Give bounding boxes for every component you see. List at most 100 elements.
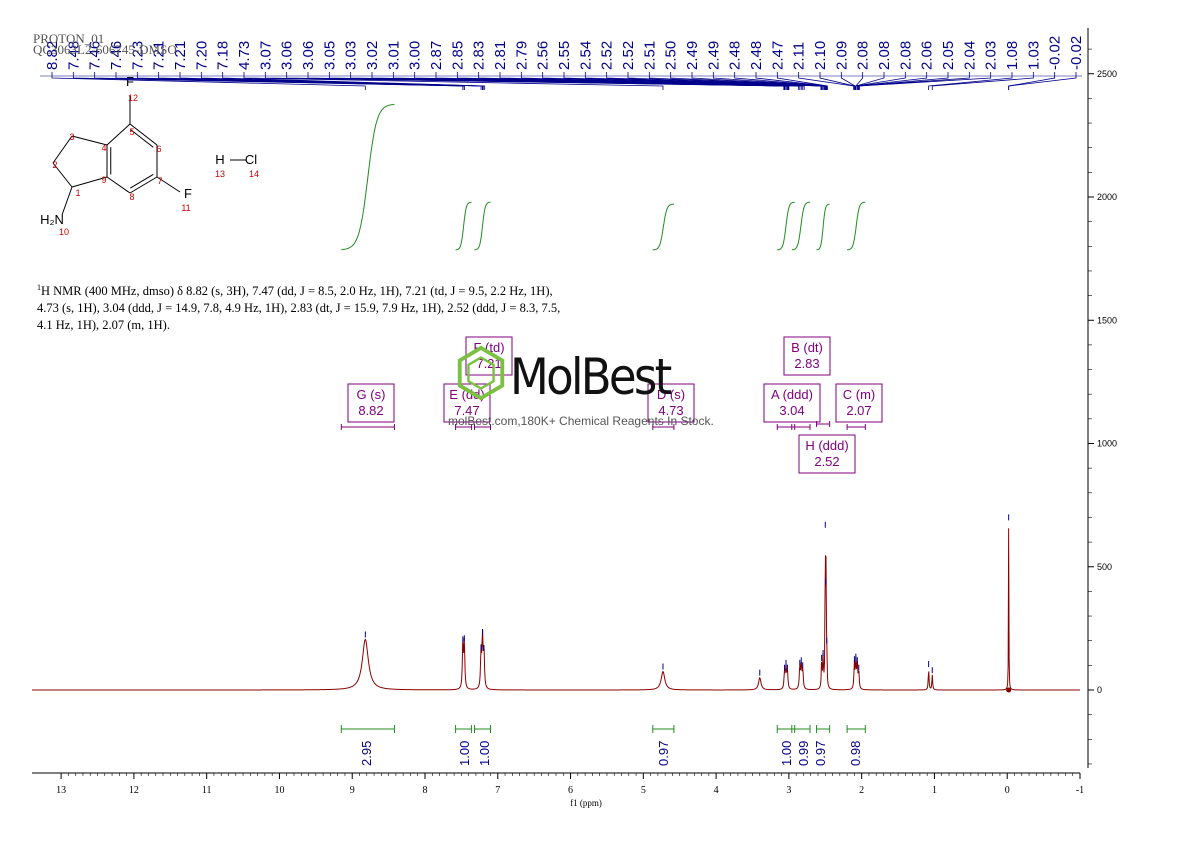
multiplet-label: B (dt) [791,340,823,355]
y-tick-label: 500 [1097,562,1112,572]
peak-label: 4.73 [236,41,253,70]
multiplet-shift: 7.47 [454,403,479,418]
ring-number: 9 [101,175,106,185]
peak-label-leader [859,72,992,90]
spectrum-trace [32,514,1080,693]
peak-label: 2.49 [684,41,701,70]
multiplet-shift: 2.52 [814,454,839,469]
bond [52,162,73,188]
peak-label-leader [627,72,825,90]
peak-label-leader [840,72,856,90]
y-tick-label: 1500 [1097,315,1117,325]
peak-label-leader [819,72,855,90]
ring-number: 5 [129,127,134,137]
watermark-logo: MolBest [510,348,672,406]
peak-label: -0.02 [1068,36,1085,70]
bond [71,176,108,188]
atom-number: 11 [181,203,190,213]
multiplet-shift: 3.04 [779,403,804,418]
multiplet-box [763,383,821,423]
peak-label: 7.18 [215,41,232,70]
x-tick-label: 6 [568,785,573,796]
integral-value: 1.00 [779,741,794,766]
x-tick-label: 3 [786,785,791,796]
peak-label: 3.05 [321,41,338,70]
peak-label: 2.08 [876,41,893,70]
peak-label: 7.23 [129,41,146,70]
peak-label: 2.49 [705,41,722,70]
x-tick-label: 11 [202,785,212,796]
ring-number: 7 [157,176,162,186]
x-tick-label: 1 [932,785,937,796]
peak-label: 2.56 [535,41,552,70]
peak-label-leader [51,72,366,90]
double-bond [129,129,154,148]
double-bond [130,174,154,189]
peak-label: 2.52 [620,41,637,70]
integral-value: 1.00 [477,741,492,766]
integral-value: 0.97 [813,741,828,766]
peak-label: 2.79 [513,41,530,70]
peak-label: 3.06 [300,41,317,70]
peak-label: 2.11 [791,42,808,70]
peak-label-leader [115,72,465,90]
atom-number: 10 [59,227,69,237]
peak-label: 2.48 [727,41,744,70]
x-tick-label: 5 [641,785,646,796]
x-tick-label: 2 [859,785,864,796]
atom-number: 13 [215,169,225,179]
peak-label-leader [520,72,805,90]
watermark-tagline: molBest.com,180K+ Chemical Reagents In S… [448,414,714,428]
peak-label: 2.04 [961,41,978,70]
peak-label-leader [648,72,825,90]
peak-label-leader [712,72,827,90]
integral-curve [474,201,491,251]
peak-label: 2.47 [769,41,786,70]
peak-label: 3.03 [343,41,360,70]
multiplet-shift: 4.73 [658,403,683,418]
x-tick-label: 9 [350,785,355,796]
atom-label: Cl [245,152,257,167]
watermark-hexagon-icon [457,345,505,401]
sample-id-line2: QC3063L2-606745-DMSO [33,42,177,57]
peak-label: 2.05 [940,41,957,70]
peak-label-leader [670,72,826,90]
ring-number: 8 [129,192,134,202]
x-tick-label: 10 [274,785,284,796]
multiplet-label: A (ddd) [771,387,813,402]
integral-curve [455,201,472,251]
x-tick-label: 13 [56,785,66,796]
peak-label: 3.07 [257,41,274,70]
peak-label: 2.55 [556,41,573,70]
multiplet-box [647,383,695,423]
peak-label: 7.46 [108,41,125,70]
multiplet-label: G (s) [357,387,386,402]
ring-number: 2 [52,160,57,170]
peak-label: 2.08 [897,41,914,70]
atom-label: H [215,152,224,167]
peak-label-leader [776,72,828,90]
peak-label-leader [931,72,1034,90]
peak-label-leader [584,72,823,90]
bond [71,135,108,146]
peak-label: 2.51 [641,41,658,70]
peak-label-leader [243,72,664,90]
peak-label-leader [857,72,949,90]
ring-number: 1 [75,188,80,198]
integral-curve [777,201,795,251]
peak-label: 7.46 [87,41,104,70]
peak-label: 2.50 [663,41,680,70]
x-tick-label: 12 [129,785,139,796]
peak-label: 3.06 [279,41,296,70]
multiplet-shift: 2.07 [846,403,871,418]
peak-label: 2.87 [428,41,445,70]
peak-label-leader [1008,72,1077,90]
bond [129,176,158,194]
sample-id: PROTON_01 QC3063L2-606745-DMSO [33,32,177,57]
atom-label: F [126,74,134,89]
peak-label: 1.08 [1004,41,1021,70]
ring-number: 6 [156,144,161,154]
peak-label: 2.85 [449,41,466,70]
multiplet-box [835,383,883,423]
